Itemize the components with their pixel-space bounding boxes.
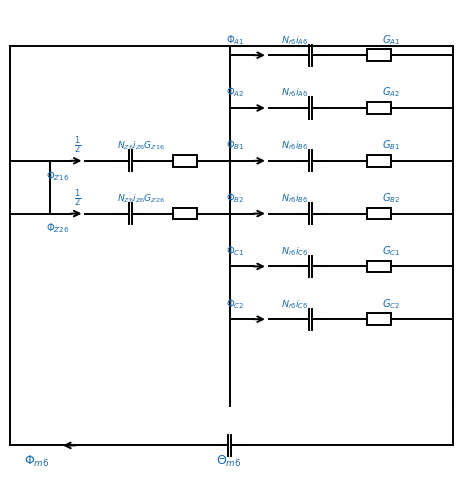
Bar <box>367 313 391 325</box>
Bar <box>173 155 197 167</box>
Text: $G_{C1}$: $G_{C1}$ <box>382 244 401 258</box>
Bar <box>367 102 391 114</box>
Text: $\frac{1}{2}$: $\frac{1}{2}$ <box>74 134 82 156</box>
Text: $N_{r6}i_{B6}$: $N_{r6}i_{B6}$ <box>281 192 309 205</box>
Text: $G_{A1}$: $G_{A1}$ <box>382 33 401 47</box>
Bar <box>367 155 391 167</box>
Text: $\Phi_{Z26}$: $\Phi_{Z26}$ <box>46 221 69 235</box>
Text: $N_{Z6}i_{Z6}G_{Z16}$: $N_{Z6}i_{Z6}G_{Z16}$ <box>117 140 165 152</box>
Text: $\Phi_{m6}$: $\Phi_{m6}$ <box>24 454 49 469</box>
Text: $N_{r6}i_{C6}$: $N_{r6}i_{C6}$ <box>281 298 309 311</box>
Text: $\frac{1}{2}$: $\frac{1}{2}$ <box>74 187 82 209</box>
Text: $\Phi_{A1}$: $\Phi_{A1}$ <box>226 33 245 47</box>
Text: $N_{r6}i_{A6}$: $N_{r6}i_{A6}$ <box>281 87 309 99</box>
Text: $\Phi_{C2}$: $\Phi_{C2}$ <box>226 297 245 311</box>
Bar <box>367 261 391 272</box>
Text: $N_{Z6}i_{Z6}G_{Z26}$: $N_{Z6}i_{Z6}G_{Z26}$ <box>117 192 165 205</box>
Text: $N_{r6}i_{A6}$: $N_{r6}i_{A6}$ <box>281 34 309 47</box>
Text: $\Phi_{B2}$: $\Phi_{B2}$ <box>226 191 245 205</box>
Text: $\Phi_{Z16}$: $\Phi_{Z16}$ <box>46 169 69 183</box>
Text: $\Phi_{A2}$: $\Phi_{A2}$ <box>226 85 245 99</box>
Text: $\Phi_{B1}$: $\Phi_{B1}$ <box>226 138 245 152</box>
Text: $G_{A2}$: $G_{A2}$ <box>382 85 400 99</box>
Text: $G_{C2}$: $G_{C2}$ <box>382 297 401 311</box>
Text: $\Phi_{C1}$: $\Phi_{C1}$ <box>226 244 245 258</box>
Bar <box>367 49 391 61</box>
Text: $\Theta_{m6}$: $\Theta_{m6}$ <box>216 454 241 469</box>
Text: $N_{r6}i_{B6}$: $N_{r6}i_{B6}$ <box>281 140 309 152</box>
Bar <box>367 208 391 219</box>
Text: $G_{B1}$: $G_{B1}$ <box>382 138 401 152</box>
Text: $N_{r6}i_{C6}$: $N_{r6}i_{C6}$ <box>281 245 309 258</box>
Text: $G_{B2}$: $G_{B2}$ <box>382 191 400 205</box>
Bar <box>173 208 197 219</box>
